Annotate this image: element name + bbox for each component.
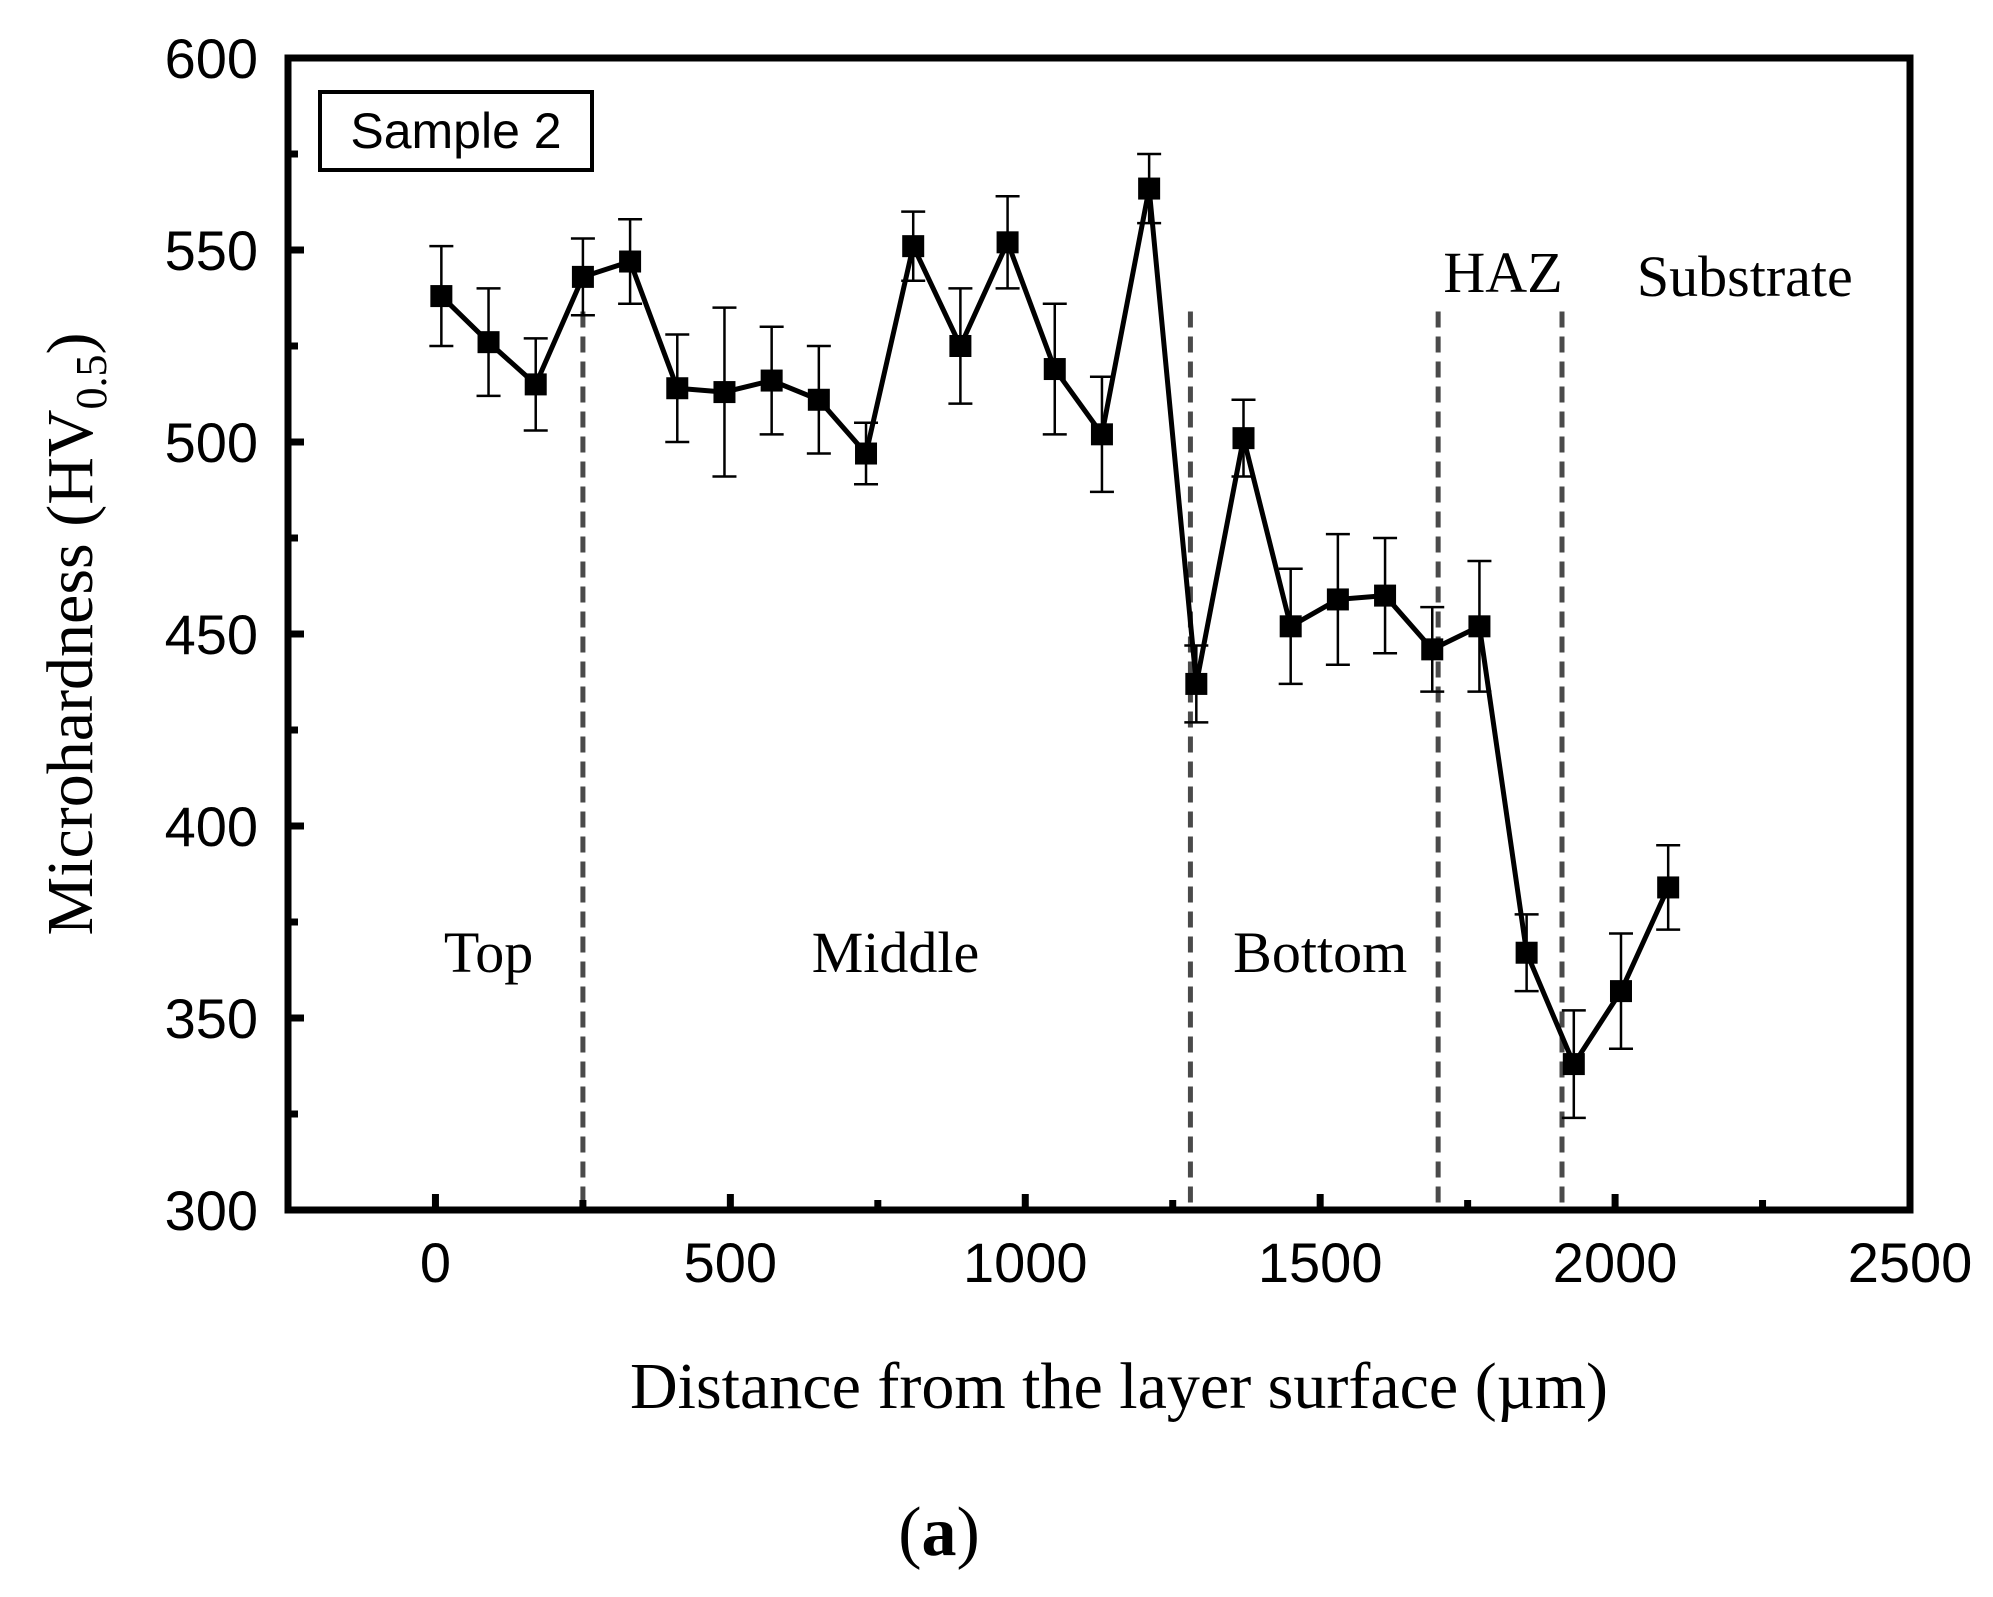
data-point	[1090, 423, 1113, 446]
region-label: Bottom	[1233, 920, 1407, 985]
x-tick-label: 2500	[1848, 1231, 1973, 1294]
data-point	[1515, 941, 1538, 964]
panel-label-open: (	[898, 1494, 921, 1571]
plot-frame	[284, 54, 1914, 1214]
x-tick-label: 0	[420, 1231, 451, 1294]
data-point	[713, 381, 736, 404]
data-point	[1374, 584, 1397, 607]
data-point	[1279, 615, 1302, 638]
y-tick-label: 500	[165, 411, 258, 474]
data-point	[1657, 876, 1680, 899]
data-point	[524, 373, 547, 396]
y-tick-label: 350	[165, 987, 258, 1050]
data-point	[949, 335, 972, 357]
panel-label: (a)	[898, 1494, 980, 1571]
data-point	[477, 331, 500, 354]
data-point	[1609, 980, 1632, 1003]
data-series	[429, 152, 1681, 1120]
x-tick-label: 1500	[1258, 1231, 1383, 1294]
y-axis-label: Microhardness (HV0.5)	[34, 332, 116, 935]
data-point	[1421, 638, 1444, 661]
y-axis-label-subscript: 0.5	[67, 354, 116, 409]
y-tick-label: 600	[165, 27, 258, 90]
data-point	[1185, 672, 1208, 695]
panel-label-close: )	[957, 1494, 980, 1571]
data-point	[430, 285, 453, 308]
y-tick-label: 300	[165, 1179, 258, 1242]
data-point	[996, 231, 1019, 254]
region-label: HAZ	[1443, 240, 1562, 305]
data-point	[1138, 177, 1161, 200]
region-label: Middle	[812, 920, 980, 985]
data-point	[1562, 1053, 1585, 1076]
region-label: Substrate	[1637, 244, 1853, 309]
sample-label-box	[318, 90, 594, 172]
data-point	[760, 369, 783, 392]
y-axis-label-main: Microhardness (HV	[34, 409, 107, 935]
panel-label-letter: a	[922, 1494, 957, 1571]
data-point	[855, 442, 878, 465]
region-label: Top	[444, 920, 533, 985]
data-point	[1468, 615, 1491, 638]
data-point	[902, 235, 925, 258]
data-point	[1232, 427, 1255, 450]
x-tick-label: 500	[684, 1231, 777, 1294]
sample-label: Sample 2	[350, 103, 561, 159]
y-tick-label: 400	[165, 795, 258, 858]
data-point	[571, 265, 594, 288]
x-axis-label: Distance from the layer surface (µm)	[630, 1350, 1608, 1423]
y-axis-label-close: )	[34, 332, 107, 354]
y-tick-label: 450	[165, 603, 258, 666]
data-point	[666, 377, 689, 400]
data-point	[1326, 588, 1349, 611]
x-tick-label: 1000	[963, 1231, 1088, 1294]
data-point	[807, 388, 830, 411]
data-point	[619, 250, 642, 273]
y-tick-label: 550	[165, 219, 258, 282]
data-point	[1043, 358, 1066, 381]
x-tick-label: 2000	[1553, 1231, 1678, 1294]
